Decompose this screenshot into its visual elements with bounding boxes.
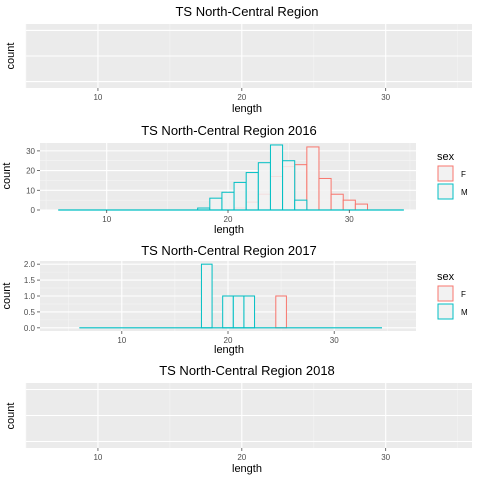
panel-2-y-tick-label-3: 20 [26,167,35,176]
panel-1-y-axis-title: count [5,43,17,70]
panel-3-x-tick-label-3: 30 [330,336,339,345]
panel-2-bar-m-21 [233,181,247,211]
panel-3-legend-title: sex [437,271,455,283]
panel-3-y-tick-label-1: 0.0 [24,324,36,333]
panel-2-bar-f-28 [318,177,332,211]
panel-3-bar-m-20 [222,295,234,329]
panel-1-x-tick-label-2: 20 [237,93,246,102]
panel-2-legend-label-m: M [461,188,468,197]
panel-4: TS North-Central Region 2018 10 20 30 leng… [5,363,472,475]
panel-2-y-axis-title: count [1,163,13,190]
panel-2-bar-m-20 [221,191,235,211]
panel-2-x-axis-title: length [214,224,244,236]
panel-2-bar-m-23 [257,162,271,211]
panel-3-tick-labels: 0.0 0.5 1.0 1.5 2.0 10 20 30 [24,260,339,345]
panel-2-bar-m-25 [282,160,296,211]
panel-4-x-axis-title: length [232,463,262,475]
panel-4-x-tick-label-2: 20 [237,453,246,462]
panel-3-legend-label-f: F [461,290,466,299]
panel-2-y-tick-label-4: 30 [26,147,35,156]
panel-3-y-axis-title: count [1,283,13,310]
panel-1-title: TS North-Central Region [175,4,318,19]
panel-2-y-tick-label-1: 0 [31,206,36,215]
panel-3-x-tick-label-2: 20 [224,336,233,345]
panel-2-y-tick-label-2: 10 [26,186,35,195]
panel-3-bars [79,263,383,329]
panel-2-x-tick-label-2: 20 [224,215,233,224]
panel-3-legend-key-m [437,303,454,320]
panel-2-tick-labels: 0 10 20 30 10 20 30 [26,147,354,224]
panel-2-bars [58,144,404,211]
panel-2-bar-m-22 [245,172,259,211]
panel-1-x-tick-labels: 10 20 30 [93,88,391,102]
panel-2-bar-f-27 [306,146,320,211]
panel-3-bar-m-21 [232,295,245,329]
panel-3-bar-m-22 [243,295,256,329]
panel-4-gridlines [25,383,472,448]
panel-2-bar-f-29 [330,193,344,211]
panel-2-bar-f-31 [354,203,368,211]
panel-2-bar-f-30 [342,199,356,211]
panel-3-y-tick-label-2: 0.5 [24,308,36,317]
panel-2-bar-m-19 [209,197,223,211]
panel-3-legend-label-m: M [461,308,468,317]
panel-1-x-axis-title: length [232,103,262,115]
panel-3: TS North-Central Region 2017 0.0 0.5 1.0 1.… [1,243,468,356]
panel-2-legend: sex F M [437,151,468,200]
panel-4-x-tick-labels: 10 20 30 [93,448,391,462]
panel-4-x-tick-label-3: 30 [381,453,390,462]
panel-3-bar-m-18 [200,263,213,329]
panel-2-bar-m-24 [269,144,284,211]
panel-3-y-tick-label-5: 2.0 [24,260,36,269]
panel-3-title: TS North-Central Region 2017 [141,243,317,258]
panel-2-bar-m-26 [294,199,308,211]
panel-3-legend-key-f [437,285,454,302]
panel-2-x-tick-label-1: 10 [102,215,111,224]
panel-4-y-axis-title: count [5,403,17,430]
panel-4-title: TS North-Central Region 2018 [159,363,335,378]
panel-3-y-tick-label-4: 1.5 [24,276,36,285]
panel-1-x-tick-label-3: 30 [381,93,390,102]
panel-3-legend: sex F M [437,271,468,320]
panel-2-legend-key-f [437,165,454,182]
panel-1-gridlines [25,24,472,88]
panel-2-legend-key-m [437,183,454,200]
panel-3-bar-f-25 [275,295,287,329]
panel-3-y-tick-label-3: 1.0 [24,292,36,301]
panel-2-title: TS North-Central Region 2016 [141,123,317,138]
panel-3-x-tick-label-1: 10 [117,336,126,345]
panel-2: TS North-Central Region 2016 0 10 20 30 10 20… [1,123,468,236]
panel-4-x-tick-label-1: 10 [93,453,102,462]
panel-2-legend-label-f: F [461,170,466,179]
panel-2-legend-title: sex [437,151,455,163]
panel-1-x-tick-label-1: 10 [93,93,102,102]
panel-1: TS North-Central Region 10 20 30 length co… [5,4,472,115]
panel-3-x-axis-title: length [214,344,244,356]
panel-2-x-tick-label-3: 30 [345,215,354,224]
